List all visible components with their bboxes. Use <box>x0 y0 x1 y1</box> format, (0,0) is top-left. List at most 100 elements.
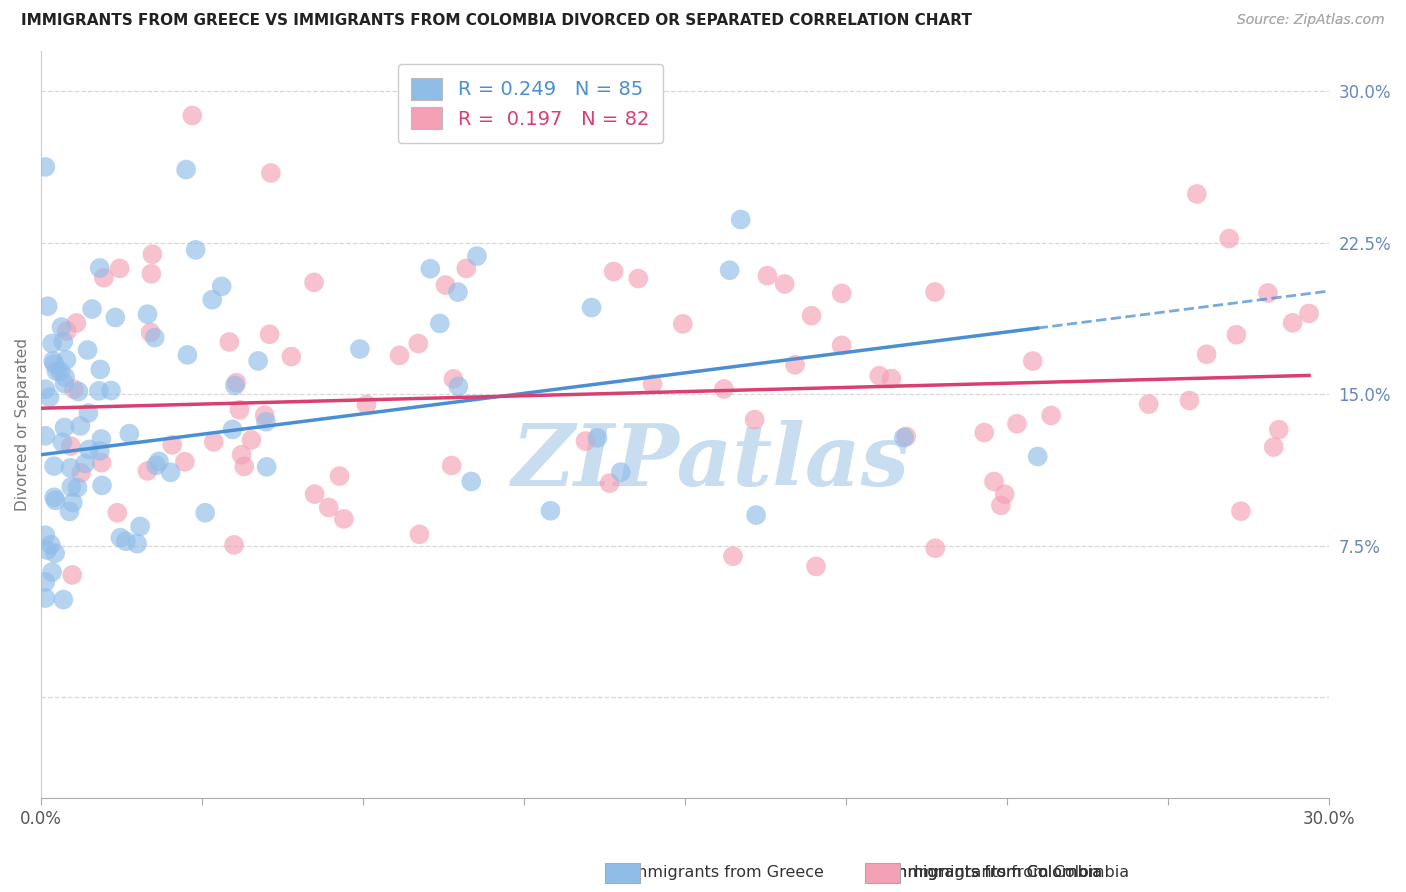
Point <box>924 541 946 556</box>
Point <box>800 309 823 323</box>
Point <box>304 487 326 501</box>
Point <box>460 475 482 489</box>
Text: Immigrants from Greece: Immigrants from Greece <box>627 865 824 880</box>
Point <box>159 466 181 480</box>
Point <box>129 519 152 533</box>
Point <box>1298 306 1320 320</box>
Text: Immigrants from Colombia: Immigrants from Colombia <box>914 865 1129 880</box>
Point <box>93 270 115 285</box>
Point <box>349 342 371 356</box>
Point <box>256 459 278 474</box>
Point <box>1005 417 1028 431</box>
Point <box>627 271 650 285</box>
Point <box>53 376 76 391</box>
Point <box>59 439 82 453</box>
Point <box>34 528 56 542</box>
Point <box>254 415 277 429</box>
Point <box>45 364 67 378</box>
Point <box>419 261 441 276</box>
Point <box>713 382 735 396</box>
Point <box>574 434 596 448</box>
Point <box>465 249 488 263</box>
Point <box>100 384 122 398</box>
Point <box>148 454 170 468</box>
Point <box>69 419 91 434</box>
Point <box>35 543 58 558</box>
Point <box>44 357 66 371</box>
Point <box>34 382 56 396</box>
Point <box>225 376 247 390</box>
Point <box>141 267 163 281</box>
Point <box>1257 285 1279 300</box>
Point <box>58 504 80 518</box>
Point <box>141 247 163 261</box>
Point <box>218 334 240 349</box>
Point <box>302 276 325 290</box>
Point <box>89 260 111 275</box>
Point <box>34 429 56 443</box>
Point <box>318 500 340 515</box>
Point <box>744 412 766 426</box>
Y-axis label: Divorced or Separated: Divorced or Separated <box>15 338 30 511</box>
Point <box>44 491 66 505</box>
Point <box>328 469 350 483</box>
Point <box>174 162 197 177</box>
Point <box>1178 393 1201 408</box>
Point <box>253 409 276 423</box>
Point <box>260 166 283 180</box>
Point <box>118 426 141 441</box>
Point <box>108 261 131 276</box>
Point <box>136 464 159 478</box>
Text: Source: ZipAtlas.com: Source: ZipAtlas.com <box>1237 13 1385 28</box>
Point <box>52 592 75 607</box>
Text: Source: ZipAtlas.com: Source: ZipAtlas.com <box>1237 13 1385 28</box>
Point <box>429 317 451 331</box>
Point <box>51 435 73 450</box>
Point <box>1230 504 1253 518</box>
Point <box>41 565 63 579</box>
Point <box>80 301 103 316</box>
Point <box>440 458 463 473</box>
Text: ZIPatlas: ZIPatlas <box>512 420 910 503</box>
Point <box>447 285 470 299</box>
Point <box>34 574 56 589</box>
Point <box>176 348 198 362</box>
Point <box>115 534 138 549</box>
Point <box>1263 440 1285 454</box>
Point <box>42 459 65 474</box>
Point <box>60 568 83 582</box>
Point <box>38 390 60 404</box>
Point <box>91 478 114 492</box>
Point <box>222 538 245 552</box>
Point <box>34 160 56 174</box>
Point <box>247 354 270 368</box>
Point <box>1281 316 1303 330</box>
Point <box>783 358 806 372</box>
Point <box>63 382 86 396</box>
Point <box>181 109 204 123</box>
Point <box>136 307 159 321</box>
Point <box>145 458 167 473</box>
Point <box>67 384 90 399</box>
Point <box>201 293 224 307</box>
Point <box>139 326 162 340</box>
Point <box>721 549 744 564</box>
Point <box>39 538 62 552</box>
Point <box>87 384 110 398</box>
Legend: R = 0.249   N = 85, R =  0.197   N = 82: R = 0.249 N = 85, R = 0.197 N = 82 <box>398 64 664 143</box>
Text: Immigrants from Colombia: Immigrants from Colombia <box>887 865 1102 880</box>
Point <box>56 324 79 338</box>
Point <box>388 348 411 362</box>
Point <box>37 299 59 313</box>
Point <box>228 402 250 417</box>
Point <box>718 263 741 277</box>
Point <box>194 506 217 520</box>
Point <box>602 264 624 278</box>
Point <box>160 438 183 452</box>
Point <box>76 343 98 357</box>
Point <box>831 338 853 352</box>
Point <box>60 480 83 494</box>
Point <box>994 487 1017 501</box>
Point <box>75 457 97 471</box>
Point <box>333 512 356 526</box>
